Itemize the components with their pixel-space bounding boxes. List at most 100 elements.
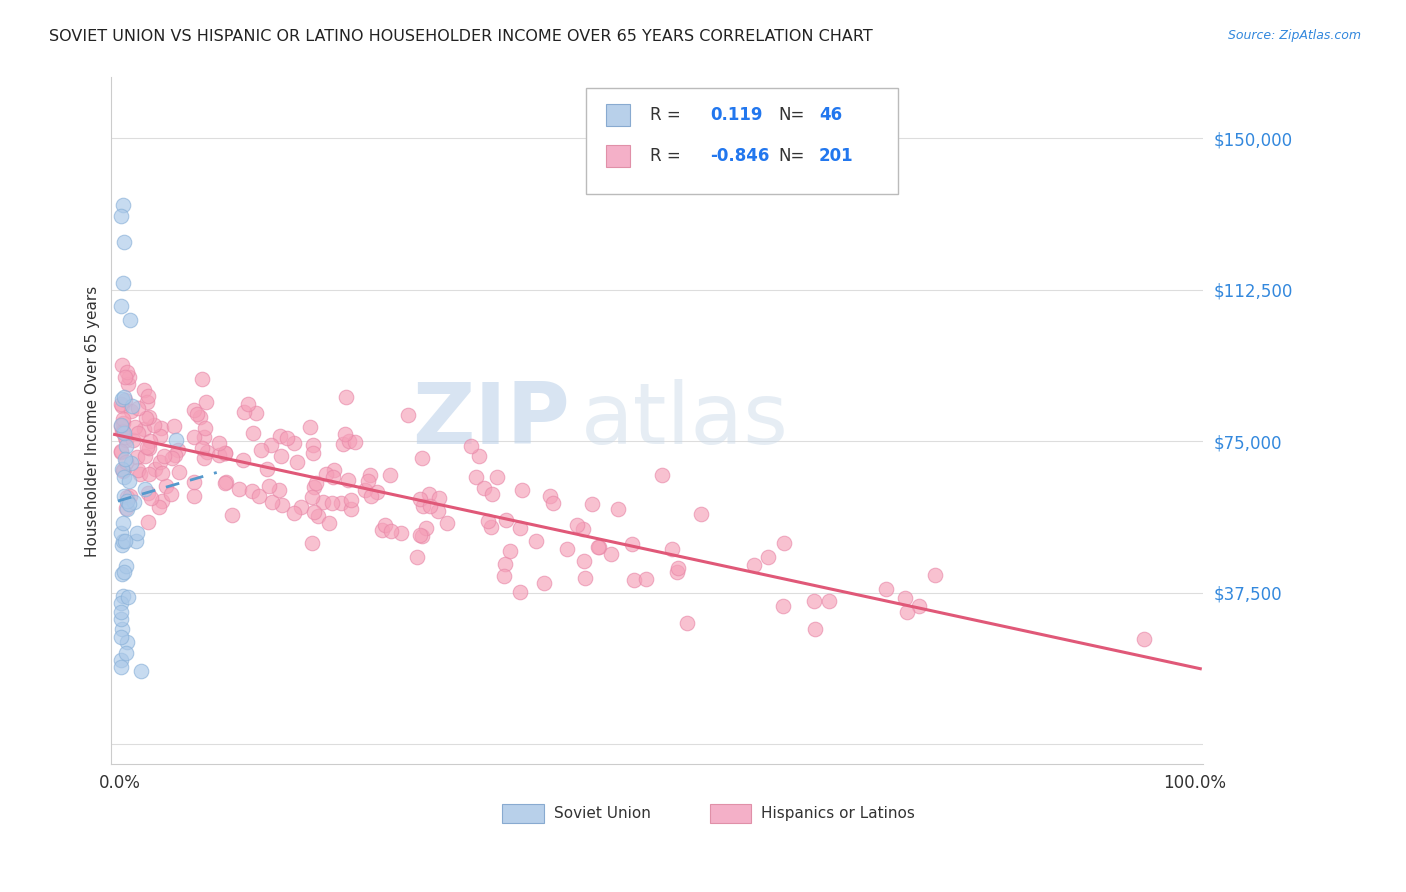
Text: ZIP: ZIP bbox=[412, 379, 569, 462]
Point bbox=[472, 481, 495, 495]
Point bbox=[110, 653, 132, 667]
Point bbox=[132, 384, 155, 398]
Point bbox=[499, 543, 522, 558]
Point bbox=[396, 409, 419, 423]
Point bbox=[114, 438, 136, 452]
Point bbox=[111, 358, 134, 372]
Point bbox=[214, 446, 236, 460]
Point bbox=[125, 534, 148, 549]
Point bbox=[357, 475, 380, 489]
Point bbox=[572, 554, 595, 568]
Point bbox=[120, 404, 142, 418]
Point bbox=[924, 568, 946, 582]
Point bbox=[606, 501, 628, 516]
Point bbox=[270, 450, 292, 464]
Point bbox=[318, 516, 340, 530]
Point bbox=[120, 313, 142, 327]
Point bbox=[114, 390, 136, 404]
Point bbox=[666, 561, 689, 575]
Point bbox=[111, 463, 134, 477]
Point bbox=[260, 495, 283, 509]
Point bbox=[908, 599, 931, 614]
Point bbox=[574, 570, 596, 584]
Point bbox=[194, 395, 217, 409]
Point bbox=[112, 198, 135, 212]
Point bbox=[510, 483, 533, 498]
Point bbox=[125, 450, 148, 464]
Point bbox=[114, 452, 136, 467]
Point bbox=[803, 593, 825, 607]
Point bbox=[302, 438, 325, 452]
Point bbox=[276, 431, 298, 445]
Point bbox=[117, 590, 139, 604]
Point bbox=[162, 451, 184, 466]
Point bbox=[485, 470, 508, 484]
Point bbox=[191, 372, 214, 386]
Point bbox=[129, 467, 152, 482]
Point bbox=[112, 235, 135, 249]
Point bbox=[494, 557, 516, 571]
Point bbox=[112, 412, 135, 426]
Point bbox=[193, 430, 215, 444]
Point bbox=[543, 496, 565, 510]
Point bbox=[110, 525, 132, 540]
Point bbox=[477, 514, 499, 528]
Point bbox=[111, 538, 134, 552]
Point bbox=[135, 411, 157, 425]
FancyBboxPatch shape bbox=[502, 805, 544, 823]
Point bbox=[143, 418, 166, 433]
Point bbox=[115, 501, 138, 516]
Point bbox=[135, 440, 157, 454]
Point bbox=[115, 646, 138, 660]
Point bbox=[742, 558, 765, 572]
Point bbox=[111, 417, 134, 431]
Point bbox=[134, 482, 156, 496]
Point bbox=[232, 453, 254, 467]
Point bbox=[138, 467, 160, 481]
Point bbox=[242, 425, 264, 440]
Point bbox=[634, 573, 657, 587]
Point bbox=[188, 409, 211, 424]
Point bbox=[194, 421, 217, 435]
Point bbox=[756, 549, 779, 564]
Point bbox=[120, 456, 142, 470]
FancyBboxPatch shape bbox=[586, 87, 897, 194]
Point bbox=[586, 540, 609, 554]
Point bbox=[117, 377, 139, 392]
Point bbox=[245, 405, 267, 419]
Point bbox=[150, 420, 173, 434]
FancyBboxPatch shape bbox=[606, 104, 630, 126]
Point bbox=[538, 489, 561, 503]
Point bbox=[150, 466, 173, 480]
Point bbox=[163, 419, 186, 434]
Point bbox=[183, 489, 205, 503]
Point bbox=[565, 518, 588, 533]
Point bbox=[214, 446, 236, 460]
Text: atlas: atlas bbox=[581, 379, 789, 462]
Point bbox=[139, 434, 162, 449]
Point bbox=[114, 393, 136, 408]
Point bbox=[112, 516, 135, 530]
Point bbox=[323, 463, 346, 477]
Point bbox=[305, 476, 328, 491]
Point bbox=[136, 515, 159, 529]
Point bbox=[492, 569, 515, 583]
Point bbox=[112, 425, 135, 440]
Point bbox=[155, 479, 177, 493]
Point bbox=[332, 437, 354, 451]
Point bbox=[111, 392, 134, 406]
Point bbox=[465, 470, 488, 484]
Point bbox=[335, 426, 357, 441]
Point bbox=[115, 433, 138, 447]
Point bbox=[426, 503, 449, 517]
Point bbox=[335, 390, 357, 404]
Point bbox=[208, 448, 231, 462]
Point bbox=[134, 450, 156, 464]
Point bbox=[115, 494, 138, 508]
Point bbox=[136, 389, 159, 403]
Point bbox=[299, 420, 322, 434]
Point bbox=[773, 535, 796, 549]
Point bbox=[257, 479, 280, 493]
Point bbox=[302, 445, 325, 459]
Point bbox=[312, 494, 335, 508]
